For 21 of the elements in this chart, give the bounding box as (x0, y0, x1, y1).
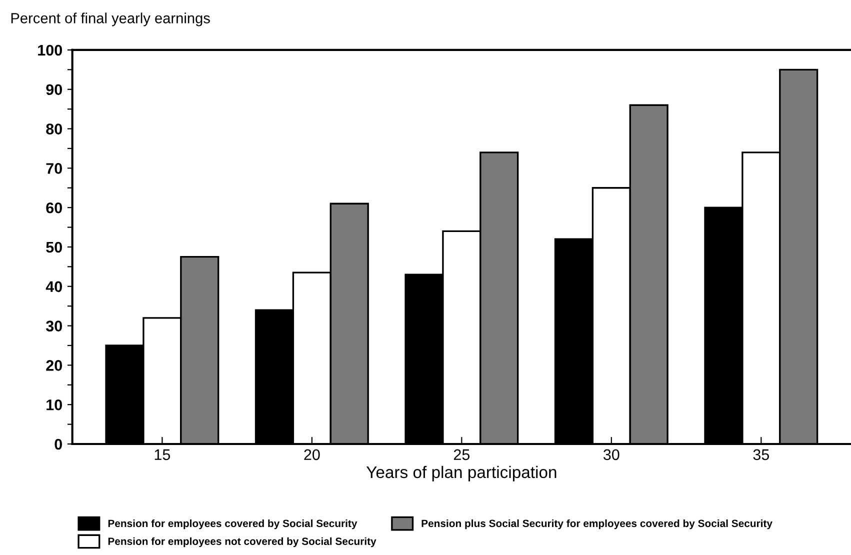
y-tick-label: 100 (38, 44, 62, 56)
y-tick-label: 50 (46, 242, 62, 253)
y-tick-label: 60 (46, 202, 62, 214)
y-tick-label: 20 (46, 360, 62, 371)
y-tick-label: 10 (46, 399, 62, 410)
x-tick-label: 30 (603, 449, 620, 460)
y-tick-label: 90 (46, 84, 62, 96)
y-tick-label: 70 (46, 163, 62, 174)
y-tick-label: 80 (46, 124, 62, 134)
legend-label: Pension plus Social Security for employees covered by Social Security (422, 519, 772, 530)
y-tick-label: 40 (46, 281, 62, 292)
y-tick-label: 30 (46, 320, 62, 332)
y-tick-label: 0 (54, 438, 62, 450)
x-axis-title: Years of plan participation (366, 466, 556, 482)
x-tick-label: 35 (753, 449, 770, 460)
x-tick-label: 20 (304, 449, 320, 460)
x-tick-label: 15 (154, 449, 170, 460)
x-tick-label: 25 (454, 449, 470, 460)
y-axis-title: Percent of final yearly earnings (11, 12, 210, 26)
legend-label: Pension for employees covered by Social Security (108, 519, 358, 530)
legend-label: Pension for employees not covered by Social Security (108, 537, 376, 548)
